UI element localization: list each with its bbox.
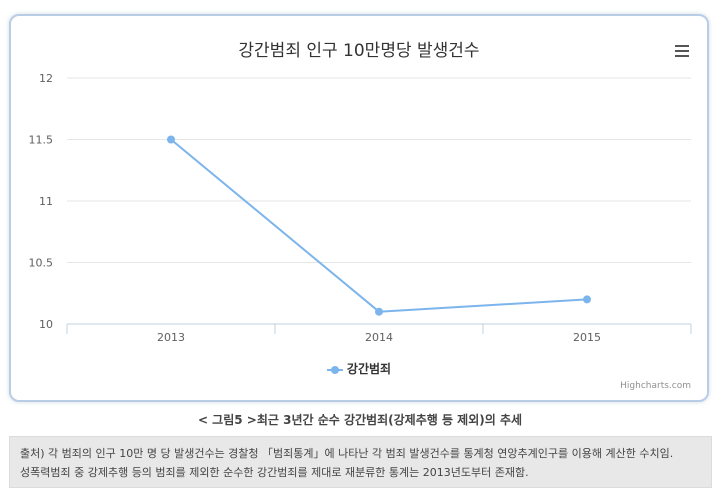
line-chart: 10 10.5 11 11.5 12 2013 2014 2015 xyxy=(29,72,692,344)
data-point xyxy=(375,307,383,316)
y-tick-label: 12 xyxy=(39,72,53,85)
x-tick-label: 2015 xyxy=(573,331,601,344)
legend[interactable]: 강간범죄 xyxy=(11,360,707,377)
credits-link[interactable]: Highcharts.com xyxy=(620,381,691,391)
series-line xyxy=(170,138,588,313)
data-point xyxy=(583,295,591,304)
legend-marker-icon xyxy=(326,365,343,375)
y-tick-label: 10 xyxy=(39,318,53,331)
source-note-line-1: 출처) 각 범죄의 인구 10만 명 당 발생건수는 경찰청 「범죄통계」에 나… xyxy=(20,447,674,460)
chart-title: 강간범죄 인구 10만명당 발생건수 xyxy=(238,41,480,61)
source-note: 출처) 각 범죄의 인구 10만 명 당 발생건수는 경찰청 「범죄통계」에 나… xyxy=(9,436,712,488)
source-note-line-2: 성폭력범죄 중 강제추행 등의 범죄를 제외한 순수한 강간범죄를 제대로 재분… xyxy=(20,466,529,479)
x-tick-label: 2014 xyxy=(365,331,393,344)
x-tick-label: 2013 xyxy=(157,331,185,344)
legend-item-label: 강간범죄 xyxy=(346,362,392,376)
y-tick-label: 11.5 xyxy=(29,134,54,147)
figure-caption: < 그림5 >최근 3년간 순수 강간범죄(강제추행 등 제외)의 추세 xyxy=(197,413,523,427)
data-point xyxy=(167,135,175,144)
y-tick-label: 11 xyxy=(39,195,53,208)
chart-container: 10 10.5 11 11.5 12 2013 2014 2015 강간범죄 인구 10만명당… xyxy=(9,14,709,402)
hamburger-menu-icon[interactable] xyxy=(675,45,689,57)
y-tick-label: 10.5 xyxy=(29,257,54,270)
